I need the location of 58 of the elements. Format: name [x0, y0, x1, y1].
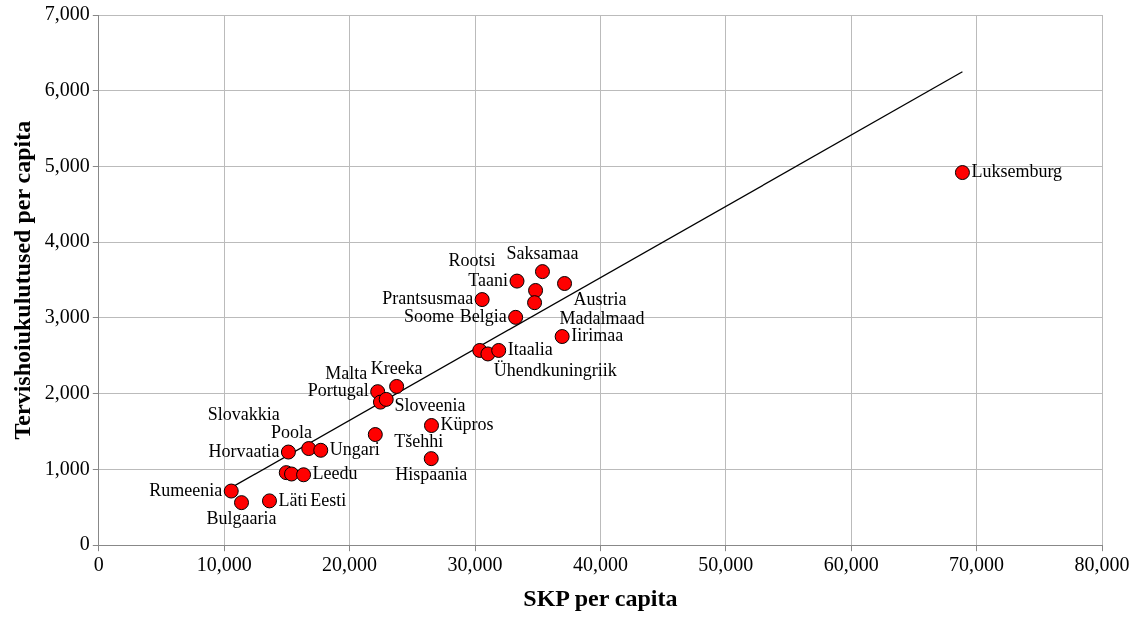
- annotation: Sloveenia: [394, 394, 466, 415]
- point: [554, 329, 570, 345]
- y-tick-label: 0: [79, 532, 90, 555]
- point: [313, 442, 329, 458]
- point: [423, 418, 439, 434]
- y-tick-label: 2,000: [44, 380, 90, 403]
- annotation: Horvaatia: [208, 440, 280, 461]
- x-tick-label: 50,000: [698, 553, 754, 576]
- y-tick-label: 1,000: [44, 456, 90, 479]
- point: [223, 483, 239, 499]
- annotation: Läti: [278, 489, 308, 510]
- annotation: Rootsi: [448, 250, 496, 271]
- annotation: Ühendkuningriik: [493, 360, 617, 381]
- point: [474, 292, 490, 308]
- point: [367, 427, 383, 443]
- y-tick-label: 6,000: [44, 77, 90, 100]
- point: [389, 378, 405, 394]
- annotation: Kreeka: [370, 358, 423, 379]
- x-tick-label: 60,000: [823, 553, 879, 576]
- annotation: Rumeenia: [149, 479, 223, 500]
- annotation: Leedu: [312, 463, 358, 484]
- point: [527, 295, 543, 311]
- point: [261, 493, 277, 509]
- annotation: Taani: [468, 269, 509, 290]
- x-tick-label: 70,000: [949, 553, 1005, 576]
- annotation: Ungari: [329, 439, 380, 460]
- x-axis-title: SKP per capita: [523, 584, 678, 611]
- annotation: Austria: [573, 289, 627, 310]
- annotation: Luksemburg: [971, 161, 1063, 182]
- point: [534, 264, 550, 280]
- annotation: Itaalia: [507, 339, 553, 360]
- point: [378, 391, 394, 407]
- point: [954, 165, 970, 181]
- x-tick-label: 80,000: [1074, 553, 1130, 576]
- x-tick-label: 10,000: [196, 553, 252, 576]
- annotation: Saksamaa: [506, 243, 579, 264]
- point: [508, 309, 524, 325]
- x-tick-label: 40,000: [572, 553, 628, 576]
- point: [280, 444, 296, 460]
- point: [234, 495, 250, 511]
- point: [509, 273, 525, 289]
- annotation: Bulgaaria: [206, 508, 277, 529]
- y-tick-label: 3,000: [44, 305, 90, 328]
- point: [528, 282, 544, 298]
- point: [491, 342, 507, 358]
- annotation: Hispaania: [395, 464, 468, 485]
- y-tick-label: 7,000: [44, 2, 90, 25]
- x-tick-label: 30,000: [447, 553, 503, 576]
- point: [557, 276, 573, 292]
- point: [423, 451, 439, 467]
- x-tick-label: 20,000: [322, 553, 378, 576]
- y-axis-title: Tervishoiukulutused per capita: [8, 120, 35, 440]
- y-tick-label: 4,000: [44, 229, 90, 252]
- annotation: Eesti: [310, 490, 347, 511]
- y-tick-label: 5,000: [44, 153, 90, 176]
- point: [296, 467, 312, 483]
- x-tick-label: 0: [93, 553, 104, 576]
- annotation: Belgia: [459, 306, 507, 327]
